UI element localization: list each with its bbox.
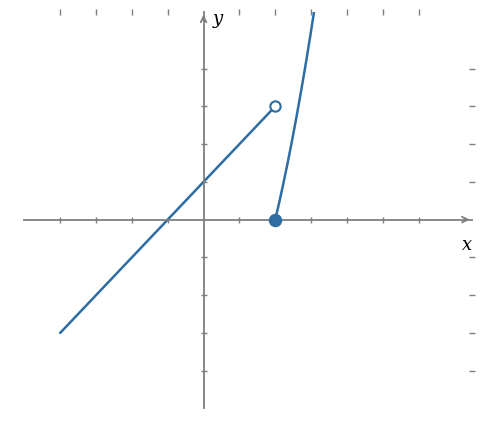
Point (271, 104, 279, 111)
Point (271, 217, 279, 224)
Text: y: y (212, 9, 223, 28)
Text: x: x (462, 235, 472, 253)
